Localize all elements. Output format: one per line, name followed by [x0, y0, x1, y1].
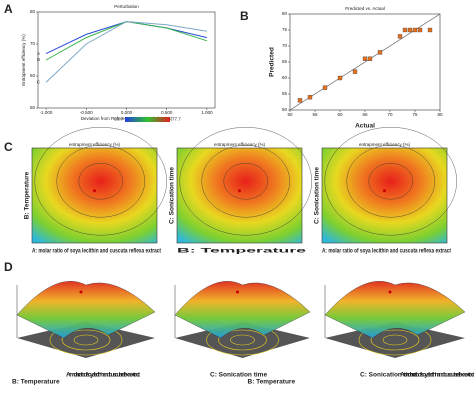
contour-line: [368, 163, 413, 200]
contour-ring: [370, 329, 420, 351]
point: [337, 75, 343, 81]
point: [367, 56, 373, 61]
contour-line: [56, 145, 145, 218]
fit-line: [289, 13, 441, 111]
contour-ring: [382, 334, 408, 346]
x-tick-label: 1.000: [201, 110, 213, 115]
axis-label-right: B: Temperature: [248, 379, 296, 386]
y-axis-label: C: Sonication time: [169, 167, 176, 224]
design-point: [383, 189, 386, 193]
design-point: [388, 290, 392, 294]
contour-line: [324, 127, 457, 236]
point: [417, 27, 423, 33]
x-tick-label: 50: [287, 112, 293, 117]
x-tick-label: 0.000: [121, 110, 133, 115]
point: [397, 34, 403, 39]
contour-line: [179, 127, 312, 236]
point: [322, 85, 328, 90]
legend-label: C: [37, 80, 41, 85]
x-tick-label: 0.500: [161, 110, 173, 115]
x-tick-label: -0.500: [80, 110, 93, 115]
axis-label-right: A: molar ratio of soya lecithin and cusc…: [66, 372, 141, 379]
contour-line: [201, 145, 290, 218]
point: [297, 98, 303, 103]
point: [352, 69, 358, 74]
axis-label-right: A: molar ratio of soya lecithin and cusc…: [400, 372, 474, 379]
colorbar: [125, 117, 170, 122]
point: [377, 50, 383, 55]
response-surface: [324, 281, 466, 339]
x-tick-label: 65: [362, 112, 368, 117]
contour-ring: [230, 334, 255, 346]
chart-title: Perturbation: [114, 4, 139, 9]
y-tick-label: 70: [30, 41, 36, 46]
x-tick-label: -1.000: [40, 110, 53, 115]
contour-ring: [218, 329, 267, 351]
y-axis-label: Predicted: [269, 47, 276, 77]
design-point: [93, 189, 96, 193]
x-tick-label: 70: [387, 112, 393, 117]
contour-line: [223, 163, 268, 200]
point: [412, 27, 418, 33]
chart-title: Predicted vs. Actual: [345, 6, 385, 11]
series-line: [45, 21, 208, 55]
point: [427, 27, 433, 33]
y-tick-label: 55: [282, 91, 288, 96]
response-surface: [16, 281, 156, 339]
plot-frame: [37, 11, 216, 109]
design-point: [238, 189, 241, 193]
contour-line: [34, 127, 167, 236]
legend-label: A: [37, 51, 40, 56]
legend-label: B: [37, 57, 40, 62]
y-axis-label: Entrapment efficiency (%): [21, 34, 26, 86]
y-tick-label: 60: [282, 75, 288, 80]
y-axis-label: C: Sonication time: [314, 167, 321, 224]
series-line: [45, 21, 208, 83]
contour-title: entrapment efficiency (%): [214, 142, 265, 147]
x-tick-label: 75: [412, 112, 418, 117]
y-tick-label: 60: [30, 73, 36, 78]
axis-label-left: C: Sonication time: [210, 372, 267, 379]
x-tick-label: 60: [337, 112, 343, 117]
x-axis-label: Actual: [355, 123, 375, 130]
y-axis-label: B: Temperature: [24, 171, 31, 219]
point: [307, 95, 313, 100]
x-axis-label: B: Temperature: [177, 248, 307, 255]
contour-line: [346, 145, 435, 218]
y-tick-label: 65: [282, 59, 288, 64]
point: [407, 27, 413, 33]
x-axis-label: A: molar ratio of soya lecithin and cusc…: [322, 248, 452, 255]
point: [362, 56, 368, 61]
axis-label-left: C: Sonication time: [360, 372, 417, 379]
panel-label: D: [4, 260, 13, 274]
design-point: [236, 290, 239, 294]
y-tick-label: 75: [282, 27, 288, 32]
x-tick-label: 55: [312, 112, 318, 117]
response-surface: [174, 281, 311, 339]
colorbar-high: 77.7: [172, 117, 181, 122]
y-tick-label: 50: [30, 105, 36, 110]
contour-ring: [61, 329, 111, 351]
contour-title: entrapment efficiency (%): [69, 142, 120, 147]
panel-label: A: [4, 2, 13, 16]
contour-line: [78, 163, 123, 200]
y-tick-label: 70: [282, 43, 288, 48]
y-tick-label: 80: [30, 9, 36, 14]
x-tick-label: 80: [437, 112, 443, 117]
contour-ring: [73, 334, 99, 346]
design-point: [79, 290, 83, 294]
panel-label: B: [240, 9, 249, 23]
y-tick-label: 80: [282, 11, 288, 16]
panel-label: C: [4, 140, 13, 154]
contour-title: entrapment efficiency (%): [359, 142, 410, 147]
x-axis-label: A: molar ratio of soya lecithin and cusc…: [32, 248, 162, 255]
point: [402, 27, 408, 33]
y-tick-label: 50: [282, 107, 288, 112]
colorbar-low: 50.7: [114, 117, 123, 122]
axis-label-left: B: Temperature: [12, 379, 60, 386]
